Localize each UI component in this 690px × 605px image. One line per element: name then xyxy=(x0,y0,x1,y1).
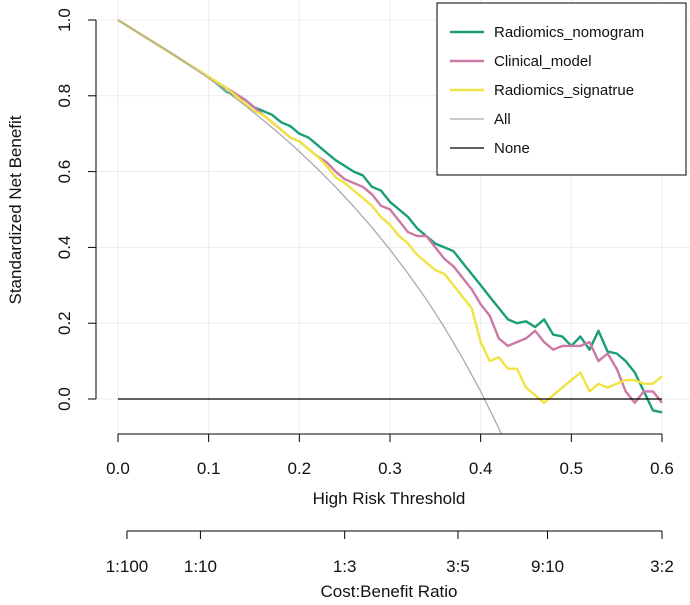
legend-label: None xyxy=(494,140,530,157)
cost-benefit-tick-label: 3:2 xyxy=(650,557,674,576)
y-tick-label: 0.6 xyxy=(55,160,74,184)
series-line-all xyxy=(117,19,502,434)
y-tick-label: 0.4 xyxy=(55,236,74,260)
legend-label: Clinical_model xyxy=(494,53,592,70)
y-axis-title: Standardized Net Benefit xyxy=(6,115,25,304)
legend-label: All xyxy=(494,111,511,128)
x-tick-label: 0.2 xyxy=(288,459,312,478)
legend: Radiomics_nomogram Clinical_model Radiomic… xyxy=(436,2,687,176)
x-tick-label: 0.1 xyxy=(197,459,221,478)
cost-benefit-tick-label: 3:5 xyxy=(446,557,470,576)
x-tick-label: 0.0 xyxy=(106,459,130,478)
cost-benefit-tick-label: 1:100 xyxy=(106,557,149,576)
cost-benefit-axis-title: Cost:Benefit Ratio xyxy=(320,582,457,601)
cost-benefit-tick-label: 9:10 xyxy=(531,557,564,576)
y-tick-label: 0.0 xyxy=(55,387,74,411)
series-line-radiomics-signatrue xyxy=(117,18,663,404)
cost-benefit-tick-label: 1:10 xyxy=(184,557,217,576)
legend-label: Radiomics_nomogram xyxy=(494,24,644,41)
series-layer xyxy=(117,18,663,434)
series-line-clinical-model xyxy=(117,18,663,404)
axes: 0.0 0.2 0.4 0.6 0.8 1.0 0.0 0.1 0.2 0.3 0.4 0.5 0.6 1… xyxy=(55,8,674,576)
x-tick-label: 0.5 xyxy=(560,459,584,478)
cost-benefit-tick-label: 1:3 xyxy=(333,557,357,576)
y-tick-label: 1.0 xyxy=(55,8,74,32)
x-tick-label: 0.4 xyxy=(469,459,493,478)
x-axis-title: High Risk Threshold xyxy=(313,489,466,508)
y-tick-label: 0.2 xyxy=(55,311,74,335)
legend-label: Radiomics_signatrue xyxy=(494,82,634,99)
x-tick-label: 0.6 xyxy=(650,459,674,478)
x-tick-label: 0.3 xyxy=(378,459,402,478)
y-tick-label: 0.8 xyxy=(55,84,74,108)
